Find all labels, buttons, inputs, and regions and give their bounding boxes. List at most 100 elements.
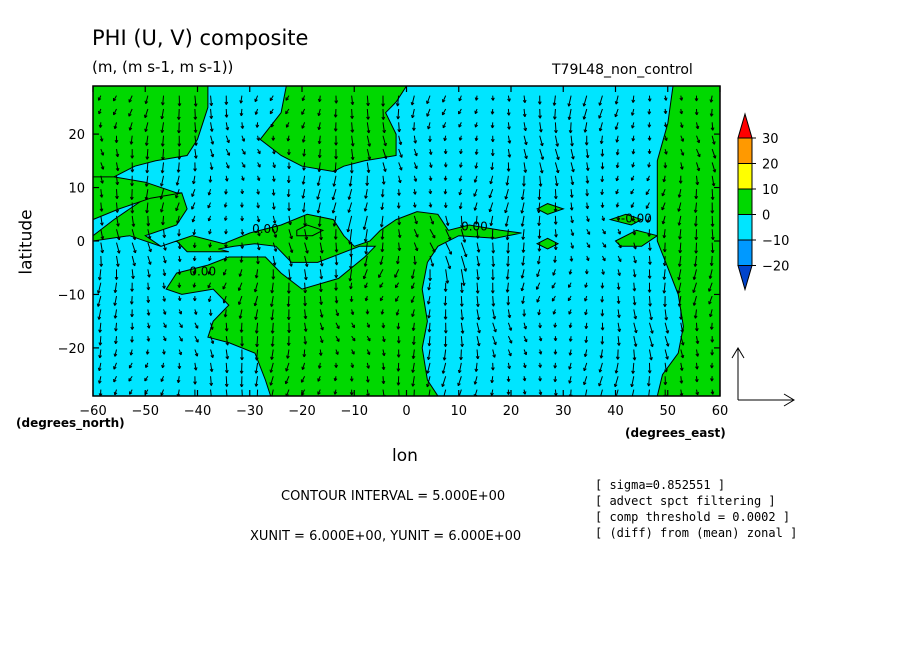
vector-arrow — [145, 162, 150, 174]
vector-arrow — [710, 336, 715, 343]
vector-arrow — [257, 148, 261, 155]
x-axis-label: lon — [392, 446, 418, 466]
vector-arrow — [633, 322, 638, 334]
vector-arrow — [379, 295, 384, 302]
vector-arrow — [333, 122, 338, 132]
vector-arrow — [507, 335, 513, 344]
vector-arrow — [270, 309, 275, 321]
vector-arrow — [567, 95, 572, 107]
vector-arrow — [600, 389, 603, 396]
vector-arrow — [413, 175, 418, 182]
vector-arrow — [661, 215, 666, 225]
vector-arrow — [551, 295, 556, 302]
vector-arrow — [616, 215, 621, 221]
vector-arrow — [505, 229, 510, 241]
vector-arrow — [160, 95, 165, 106]
vector-arrow — [600, 296, 605, 303]
vector-arrow — [178, 309, 183, 315]
vector-arrow — [113, 122, 118, 130]
vector-arrow — [445, 215, 450, 226]
vector-arrow — [225, 162, 230, 169]
vector-arrow — [130, 202, 135, 214]
vector-arrow — [177, 362, 182, 370]
vector-arrow — [350, 135, 355, 147]
vector-arrow — [130, 149, 135, 159]
vector-arrow — [98, 336, 103, 346]
vector-arrow — [709, 255, 714, 267]
vector-arrow — [381, 362, 386, 371]
vector-arrow — [253, 282, 259, 293]
vector-arrow — [317, 122, 322, 131]
vector-arrow — [286, 309, 291, 321]
vector-arrow — [397, 122, 402, 133]
vector-arrow — [177, 135, 182, 147]
vector-arrow — [413, 189, 417, 195]
vector-arrow — [317, 389, 321, 395]
vector-arrow — [302, 149, 306, 157]
vector-arrow — [662, 255, 667, 267]
vector-arrow — [210, 335, 215, 345]
vector-arrow — [538, 376, 542, 382]
vector-arrow — [318, 349, 323, 356]
vector-arrow — [710, 242, 715, 254]
vector-arrow — [303, 282, 308, 294]
vector-arrow — [586, 242, 591, 248]
vector-arrow — [648, 335, 654, 348]
vector-arrow — [521, 229, 526, 240]
vector-arrow — [616, 296, 621, 304]
colorbar-segment — [737, 137, 753, 164]
contour-label: 0.00 — [189, 265, 216, 279]
vector-arrow — [177, 269, 182, 275]
vector-arrow — [459, 148, 463, 155]
vector-arrow — [460, 336, 464, 348]
vector-arrow — [269, 95, 274, 102]
vector-arrow — [491, 362, 495, 371]
vector-arrow — [397, 189, 401, 196]
vector-arrow — [615, 188, 619, 195]
vector-arrow — [413, 255, 417, 265]
vector-arrow — [114, 135, 119, 144]
vector-arrow — [474, 122, 479, 128]
vector-arrow — [256, 189, 260, 195]
vector-arrow — [333, 108, 338, 118]
vector-arrow — [583, 122, 588, 133]
x-tick-label: 60 — [712, 404, 729, 419]
vector-arrow — [661, 188, 666, 197]
vector-arrow — [443, 296, 448, 306]
vector-arrow — [539, 148, 545, 160]
vector-arrow — [284, 376, 290, 385]
vector-arrow — [269, 376, 274, 386]
vector-arrow — [144, 175, 149, 187]
vector-arrow — [364, 295, 369, 302]
colorbar-label: 30 — [762, 132, 779, 147]
colorbar-label: −10 — [762, 234, 789, 249]
vector-arrow — [630, 175, 635, 181]
vector-arrow — [708, 269, 713, 279]
vector-arrow — [257, 229, 261, 237]
vector-arrow — [614, 108, 619, 118]
vector-arrow — [692, 282, 697, 294]
vector-arrow — [695, 389, 700, 396]
vector-arrow — [128, 108, 133, 117]
vector-arrow — [413, 215, 418, 225]
vector-arrow — [398, 135, 403, 146]
vector-arrow — [319, 269, 324, 280]
vector-arrow — [378, 269, 384, 278]
vector-arrow — [458, 202, 463, 210]
vector-arrow — [255, 336, 259, 348]
vector-arrow — [475, 229, 480, 239]
vector-arrow — [458, 189, 463, 196]
vector-arrow — [240, 215, 244, 222]
vector-arrow — [633, 309, 638, 320]
vector-arrow — [396, 202, 401, 209]
vector-arrow — [677, 295, 682, 307]
vector-arrow — [647, 135, 652, 141]
vector-arrow — [241, 135, 246, 142]
positive-region-2 — [207, 86, 408, 173]
vector-arrow — [362, 215, 368, 230]
vector-arrow — [269, 295, 274, 307]
vector-arrow — [489, 175, 494, 185]
vector-arrow — [146, 296, 151, 303]
vector-arrow — [286, 189, 291, 198]
vector-arrow — [411, 309, 415, 317]
